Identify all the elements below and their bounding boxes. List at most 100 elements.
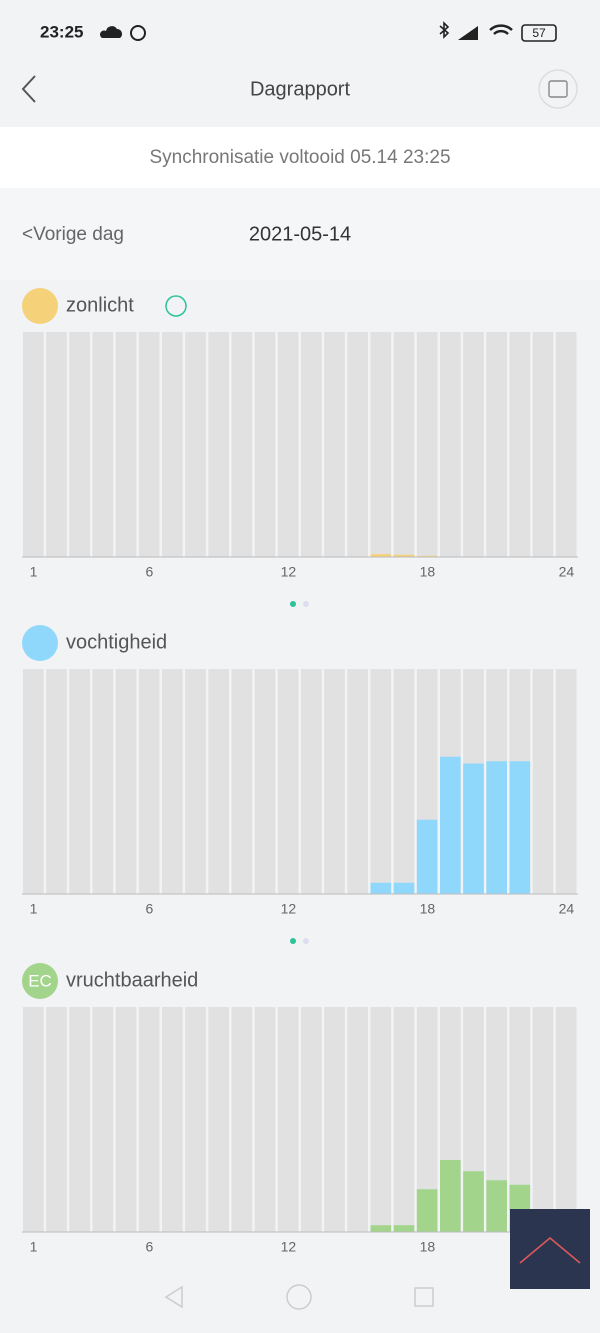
x-tick-label: 24 — [559, 564, 575, 580]
bar — [393, 554, 415, 557]
x-tick-label: 1 — [30, 1239, 38, 1255]
column-background — [208, 669, 229, 894]
help-icon[interactable] — [165, 295, 187, 317]
chart-title: zonlicht — [66, 294, 134, 316]
x-tick-label: 6 — [146, 564, 154, 580]
sync-text: Synchronisatie voltooid 05.14 23:25 — [149, 147, 450, 168]
column-background — [115, 1007, 137, 1232]
x-tick-label: 24 — [559, 901, 575, 917]
chart-icon — [22, 288, 58, 324]
column-background — [23, 669, 44, 894]
column-background — [138, 1007, 160, 1232]
column-background — [532, 332, 554, 557]
bluetooth-icon — [439, 21, 450, 39]
sync-bar — [0, 127, 600, 188]
column-background — [532, 669, 554, 894]
nav-recent[interactable] — [414, 1287, 434, 1307]
signal-icon — [458, 26, 478, 40]
column-background — [555, 1007, 577, 1232]
column-background — [92, 332, 114, 557]
x-tick-label: 12 — [281, 564, 297, 580]
bar — [416, 555, 438, 557]
page-dot — [303, 938, 309, 944]
column-background — [23, 332, 44, 557]
column-background — [370, 332, 392, 557]
bar — [509, 761, 531, 894]
column-background — [277, 669, 299, 894]
page-dot — [303, 601, 309, 607]
previous-day[interactable]: <Vorige dag — [22, 224, 124, 245]
column-background — [370, 1007, 392, 1232]
column-background — [69, 332, 90, 557]
chart-icon-label: EC — [28, 971, 52, 990]
x-tick-label: 12 — [281, 1239, 297, 1255]
column-background — [46, 669, 67, 894]
column-background — [115, 669, 137, 894]
chart-icon — [22, 625, 58, 661]
x-tick-label: 6 — [146, 1239, 154, 1255]
column-background — [92, 669, 114, 894]
bar — [393, 882, 415, 894]
x-tick-label: 18 — [420, 564, 436, 580]
column-background — [463, 332, 484, 557]
column-background — [440, 332, 461, 557]
x-tick-label: 1 — [30, 564, 38, 580]
column-background — [162, 1007, 183, 1232]
column-background — [301, 1007, 322, 1232]
column-background — [69, 669, 90, 894]
column-background — [324, 1007, 345, 1232]
column-background — [254, 1007, 276, 1232]
x-tick-label: 12 — [281, 901, 297, 917]
column-background — [69, 1007, 90, 1232]
bar — [440, 756, 461, 894]
column-background — [162, 332, 183, 557]
chart-title: vruchtbaarheid — [66, 969, 198, 991]
column-background — [393, 669, 415, 894]
bar — [416, 1189, 438, 1232]
column-background — [324, 332, 345, 557]
battery-icon — [521, 24, 557, 42]
column-background — [254, 332, 276, 557]
column-background — [416, 332, 438, 557]
column-background — [277, 332, 299, 557]
overlay-chevron — [519, 1237, 581, 1264]
bar — [486, 761, 507, 894]
column-background — [532, 1007, 554, 1232]
back-button[interactable] — [21, 75, 36, 103]
overlay-button[interactable] — [510, 1209, 590, 1289]
column-background — [208, 332, 229, 557]
column-background — [347, 1007, 368, 1232]
column-background — [46, 1007, 67, 1232]
column-background — [46, 332, 67, 557]
column-background — [416, 1007, 438, 1232]
calendar-button[interactable] — [538, 69, 578, 109]
column-background — [23, 1007, 44, 1232]
column-background — [393, 1007, 415, 1232]
column-background — [347, 332, 368, 557]
column-background — [231, 1007, 253, 1232]
column-background — [185, 669, 206, 894]
day-nav — [0, 188, 600, 280]
x-tick-label: 6 — [146, 901, 154, 917]
column-background — [486, 1007, 507, 1232]
header-title: Dagrapport — [250, 78, 351, 100]
column-background — [115, 332, 137, 557]
cloud-icon — [99, 26, 122, 38]
page-dot-active — [290, 601, 296, 607]
bar — [440, 1160, 461, 1232]
date: 2021-05-14 — [249, 223, 351, 245]
bar — [370, 882, 392, 894]
column-background — [185, 1007, 206, 1232]
column-background — [92, 1007, 114, 1232]
column-background — [370, 669, 392, 894]
nav-home[interactable] — [286, 1284, 312, 1310]
nav-back[interactable] — [164, 1285, 183, 1309]
bar — [393, 1225, 415, 1232]
bar — [370, 554, 392, 557]
wifi-icon — [489, 24, 513, 35]
column-background — [277, 1007, 299, 1232]
column-background — [509, 332, 531, 557]
status-time: 23:25 — [40, 22, 83, 41]
